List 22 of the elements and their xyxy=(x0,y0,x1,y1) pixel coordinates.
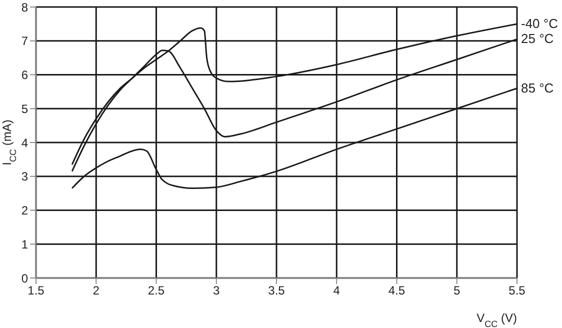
x-tick-label: 4 xyxy=(333,284,340,298)
y-tick-label: 4 xyxy=(21,136,28,150)
y-tick-label: 8 xyxy=(21,0,28,14)
x-tick-label: 4.5 xyxy=(388,284,406,298)
y-tick-label: 6 xyxy=(21,68,28,82)
x-tick-label: 2 xyxy=(92,284,100,298)
x-tick-label: 3.5 xyxy=(268,284,286,298)
x-tick-label: 2.5 xyxy=(148,284,165,298)
x-tick-label: 5.5 xyxy=(508,284,526,298)
x-axis-title: V$_{CC}$ (V) xyxy=(476,311,517,328)
series-label: -40 °C xyxy=(521,16,558,31)
y-tick-label: 3 xyxy=(21,170,28,184)
x-tick-label: 3 xyxy=(213,284,220,298)
x-tick-label: 1.5 xyxy=(28,284,45,298)
y-tick-label: 0 xyxy=(21,271,28,286)
y-tick-label: 2 xyxy=(21,204,28,218)
series-label: 25 °C xyxy=(521,31,554,46)
y-tick-label: 1 xyxy=(21,237,28,252)
y-tick-label: 5 xyxy=(21,102,28,116)
x-tick-label: 5 xyxy=(454,284,461,298)
y-tick-label: 7 xyxy=(21,34,28,48)
series-label: 85 °C xyxy=(521,80,554,96)
